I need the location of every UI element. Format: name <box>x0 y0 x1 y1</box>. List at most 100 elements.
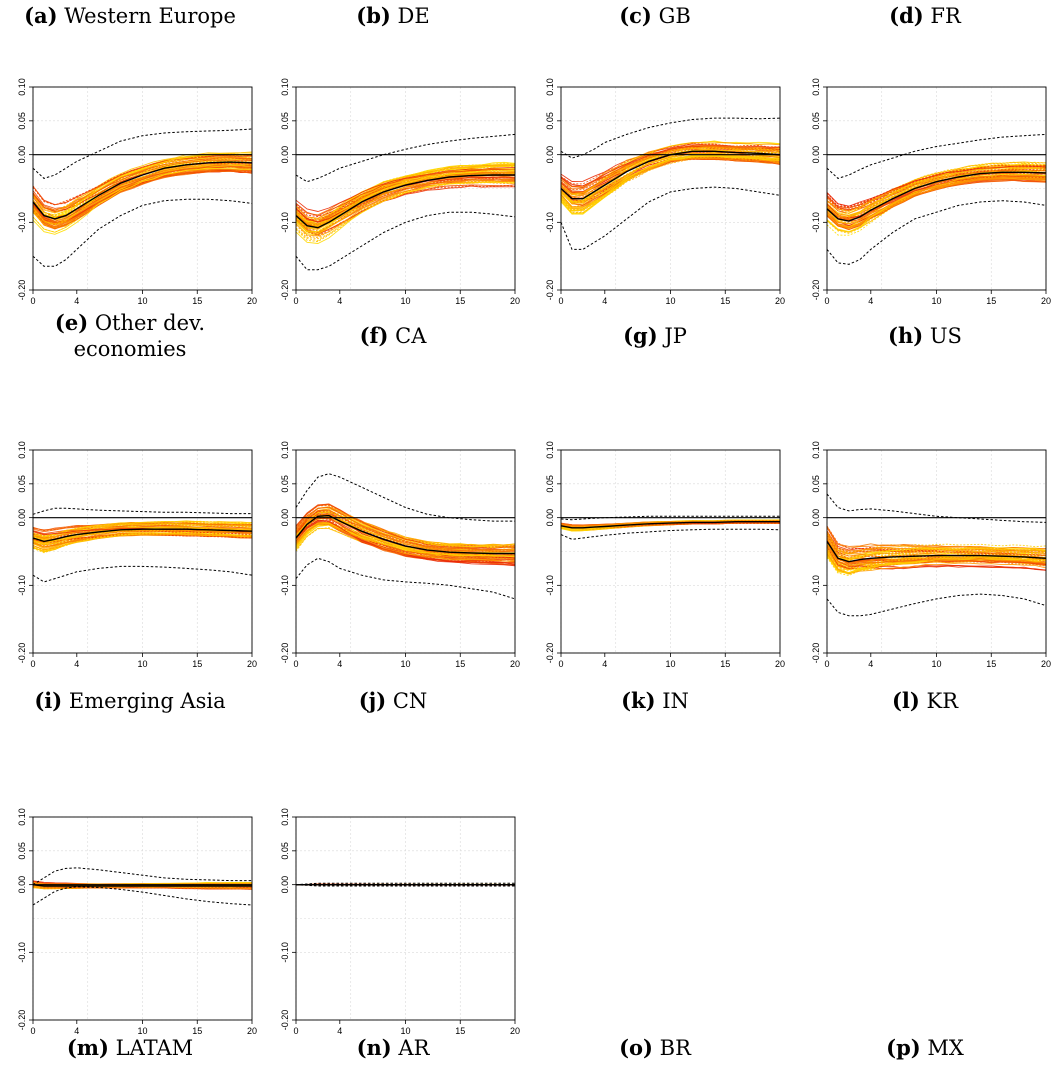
y-tick-label: 0.10 <box>17 78 27 96</box>
x-tick-label: 20 <box>247 296 257 306</box>
x-tick-label: 15 <box>192 296 202 306</box>
x-tick-label: 4 <box>868 296 873 306</box>
caption-text: Western Europe <box>64 4 236 28</box>
band-upper-line <box>295 882 515 886</box>
y-tick-label: 0.05 <box>17 842 27 860</box>
draw-line <box>560 158 781 212</box>
draw-line <box>826 166 1047 218</box>
caption-letter: (e) <box>54 310 89 335</box>
draw-line <box>295 506 516 551</box>
y-tick-label: 0.00 <box>17 509 27 527</box>
x-tick-label: 15 <box>455 659 465 669</box>
band-upper-line <box>560 515 780 521</box>
x-tick-label: 10 <box>137 296 147 306</box>
draw-line <box>826 543 1047 566</box>
band-upper-line <box>32 128 253 179</box>
draw-line <box>295 169 516 233</box>
x-tick-label: 20 <box>247 1026 257 1036</box>
y-tick-label: -0.10 <box>811 212 821 233</box>
x-tick-label: 15 <box>720 296 730 306</box>
draw-line <box>826 170 1047 220</box>
band-upper-line <box>295 133 516 183</box>
caption-d: (d) FR <box>805 3 1045 29</box>
x-tick-label: 15 <box>720 659 730 669</box>
caption-letter: (p) <box>886 1035 921 1060</box>
caption-text: Other dev. economies <box>73 311 206 361</box>
draw-line <box>295 517 515 560</box>
draw-line <box>295 180 516 240</box>
x-tick-label: 20 <box>510 296 520 306</box>
band-lower-line <box>32 565 253 583</box>
caption-text: DE <box>397 4 430 28</box>
y-tick-label: -0.10 <box>17 212 27 233</box>
draw-line <box>295 506 516 546</box>
draw-line <box>826 532 1047 553</box>
caption-letter: (a) <box>24 3 58 28</box>
y-tick-label: 0.05 <box>811 475 821 493</box>
x-tick-label: 4 <box>602 296 607 306</box>
caption-text: KR <box>926 689 959 713</box>
y-tick-label: 0.05 <box>280 475 290 493</box>
draw-line <box>32 170 253 230</box>
caption-text: IN <box>662 689 689 713</box>
y-tick-label: -0.20 <box>545 280 555 301</box>
caption-letter: (i) <box>34 688 63 713</box>
caption-text: CN <box>392 689 428 713</box>
band-upper-line <box>826 493 1047 523</box>
y-tick-label: 0.00 <box>17 876 27 894</box>
x-tick-label: 10 <box>400 296 410 306</box>
y-tick-label: 0.00 <box>17 146 27 164</box>
band-upper-line <box>32 867 252 886</box>
chart-i: -0.20 -0.10 0.00 0.05 0.10 0 4 10 15 20 <box>17 808 257 1036</box>
y-tick-label: 0.10 <box>545 78 555 96</box>
band-lower-line <box>32 198 253 267</box>
y-tick-label: 0.00 <box>811 146 821 164</box>
y-tick-label: 0.10 <box>545 441 555 459</box>
x-tick-label: 4 <box>74 1026 79 1036</box>
draw-line <box>826 540 1047 565</box>
y-tick-label: 0.00 <box>811 509 821 527</box>
chart-f: -0.20 -0.10 0.00 0.05 0.10 0 4 10 15 20 <box>280 441 520 669</box>
draw-line <box>826 173 1047 233</box>
caption-m: (m) LATAM <box>10 1035 250 1061</box>
x-tick-label: 4 <box>337 1026 342 1036</box>
band-lower-line <box>295 557 516 600</box>
y-tick-label: -0.10 <box>280 212 290 233</box>
draw-line <box>295 180 516 237</box>
chart-e: -0.20 -0.10 0.00 0.05 0.10 0 4 10 15 20 <box>17 441 257 669</box>
x-tick-label: 15 <box>455 1026 465 1036</box>
caption-b: (b) DE <box>273 3 513 29</box>
y-tick-label: 0.10 <box>17 441 27 459</box>
x-tick-label: 15 <box>192 659 202 669</box>
draw-line <box>32 151 253 211</box>
draw-line <box>295 503 515 550</box>
band-lower-line <box>826 200 1047 265</box>
x-tick-label: 0 <box>30 659 35 669</box>
band-lower-line <box>560 528 781 540</box>
band-upper-line <box>32 507 252 515</box>
draw-line <box>826 538 1047 560</box>
x-tick-label: 0 <box>293 659 298 669</box>
caption-h: (h) US <box>805 323 1045 349</box>
draw-line <box>826 546 1047 567</box>
y-tick-label: -0.20 <box>17 1010 27 1031</box>
y-tick-label: -0.20 <box>545 643 555 664</box>
y-tick-label: 0.10 <box>17 808 27 826</box>
x-tick-label: 20 <box>775 296 785 306</box>
x-tick-label: 10 <box>400 1026 410 1036</box>
draw-line <box>32 154 253 206</box>
y-tick-label: 0.10 <box>280 441 290 459</box>
y-tick-label: -0.20 <box>280 280 290 301</box>
caption-g: (g) JP <box>535 323 775 349</box>
y-tick-label: 0.00 <box>280 509 290 527</box>
band-upper-line <box>560 117 781 159</box>
caption-letter: (o) <box>619 1035 653 1060</box>
y-tick-label: 0.05 <box>811 112 821 130</box>
caption-letter: (k) <box>621 688 656 713</box>
caption-letter: (n) <box>356 1035 392 1060</box>
x-tick-label: 0 <box>824 296 829 306</box>
draw-line <box>826 530 1047 557</box>
x-tick-label: 10 <box>137 659 147 669</box>
y-tick-label: 0.00 <box>545 509 555 527</box>
draw-line <box>826 553 1047 575</box>
